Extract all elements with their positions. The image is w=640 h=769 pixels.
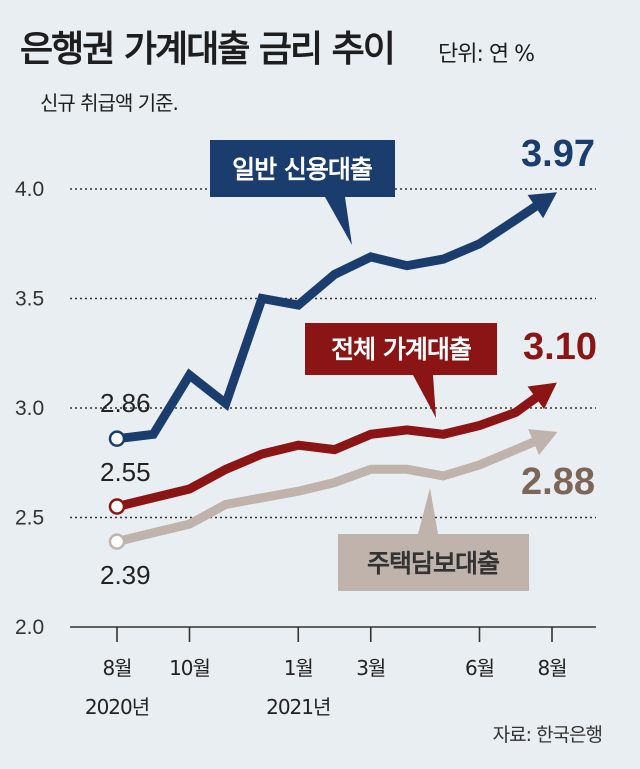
x-tick-year-label: 2021년	[266, 695, 330, 719]
series-line-0	[116, 199, 543, 444]
y-tick-label: 4.0	[15, 178, 44, 201]
x-tick-label: 6월	[465, 656, 494, 680]
series-arrow-0	[527, 192, 557, 219]
y-tick-label: 3.5	[15, 288, 44, 311]
callout-label-2: 주택담보대출	[367, 549, 500, 578]
unit-label: 단위: 연 %	[438, 42, 535, 67]
callout-label-1: 전체 가계대출	[331, 335, 472, 364]
callout-box-2	[338, 534, 529, 591]
end-value-label-2: 2.88	[521, 461, 595, 503]
start-value-label-2: 2.39	[100, 560, 151, 590]
series-start-marker-2	[108, 533, 126, 550]
x-tick-year-label: 2020년	[85, 695, 149, 719]
series-start-marker-0	[108, 430, 126, 447]
callout-box-0	[210, 140, 395, 197]
y-tick-label: 2.0	[15, 616, 44, 639]
x-tick-label: 10월	[169, 656, 210, 680]
y-tick-label: 2.5	[15, 507, 44, 530]
series-start-marker-1	[108, 498, 126, 515]
callout-pointer-2	[418, 488, 438, 534]
callout-box-1	[305, 323, 497, 375]
end-value-label-0: 3.97	[521, 133, 595, 175]
end-value-label-1: 3.10	[523, 326, 597, 368]
series-line-2	[115, 435, 541, 546]
start-value-label-1: 2.55	[100, 457, 151, 487]
source-note: 자료: 한국은행	[492, 724, 603, 746]
series-line-1	[115, 390, 544, 511]
chart-subtitle: 신규 취급액 기준.	[40, 91, 179, 115]
start-value-label-0: 2.86	[100, 388, 151, 418]
chart-title: 은행권 가계대출 금리 추이	[20, 29, 396, 70]
series-arrow-1	[527, 382, 557, 410]
callout-label-0: 일반 신용대출	[232, 155, 373, 184]
x-tick-label: 3월	[356, 656, 385, 680]
y-tick-label: 3.0	[15, 397, 44, 420]
series-arrow-2	[528, 429, 558, 455]
x-tick-label: 1월	[284, 656, 313, 680]
callout-pointer-0	[325, 197, 352, 245]
callout-pointer-1	[413, 375, 436, 418]
x-tick-label: 8월	[102, 656, 131, 680]
x-tick-label: 8월	[537, 656, 566, 680]
